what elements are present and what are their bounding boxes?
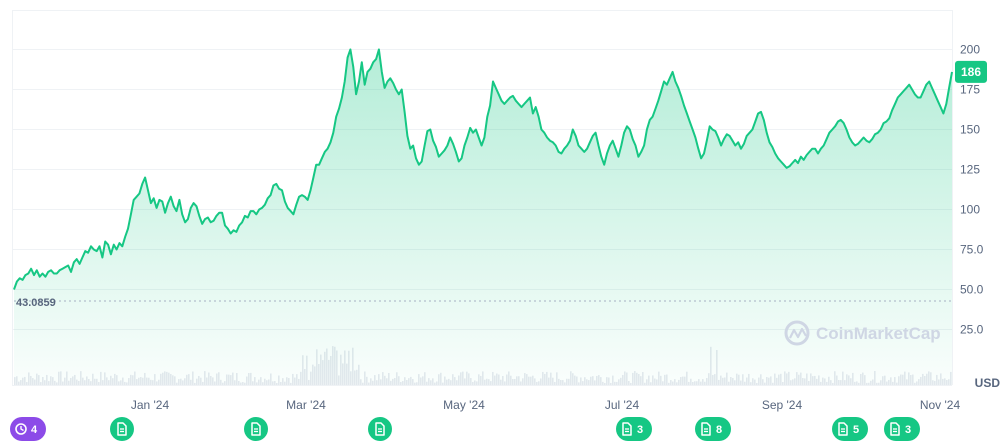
price-area-fill — [14, 49, 952, 385]
watermark: CoinMarketCap — [784, 320, 941, 346]
event-marker-badge[interactable] — [695, 417, 731, 441]
document-icon — [251, 422, 261, 436]
y-tick-label: 100 — [960, 203, 980, 217]
event-marker[interactable] — [368, 417, 392, 441]
current-price-label: 186 — [961, 65, 981, 79]
document-icon — [622, 422, 632, 436]
y-axis: 200 175 150 125 100 75.0 50.0 25.0 — [960, 43, 984, 337]
event-marker[interactable] — [244, 417, 268, 441]
history-icon — [15, 423, 27, 435]
currency-label: USD — [975, 376, 1001, 390]
document-icon-outline — [701, 422, 711, 436]
event-marker-badge[interactable] — [10, 417, 46, 441]
event-marker[interactable]: 8 — [695, 417, 731, 441]
history-icon-ring — [15, 423, 27, 435]
event-marker-badge[interactable] — [884, 417, 920, 441]
event-marker[interactable]: 4 — [10, 417, 46, 441]
x-tick-label: May '24 — [443, 398, 485, 412]
x-axis: Jan '24 Mar '24 May '24 Jul '24 Sep '24 Nov '… — [131, 398, 961, 412]
event-marker-count: 8 — [716, 424, 722, 436]
event-marker[interactable]: 5 — [832, 417, 868, 441]
document-icon-outline — [622, 422, 632, 436]
x-tick-label: Sep '24 — [762, 398, 803, 412]
event-marker-badge[interactable] — [832, 417, 868, 441]
event-markers[interactable]: 4 3 8 5 3 — [10, 417, 920, 441]
event-marker-badge[interactable] — [616, 417, 652, 441]
current-price-badge: 186 — [955, 60, 987, 83]
y-tick-label: 175 — [960, 83, 980, 97]
document-icon-outline — [890, 422, 900, 436]
y-tick-label: 125 — [960, 163, 980, 177]
price-line[interactable] — [13, 48, 953, 290]
event-marker[interactable] — [110, 417, 134, 441]
document-icon — [838, 422, 848, 436]
document-icon-outline — [117, 422, 127, 436]
document-icon-outline — [838, 422, 848, 436]
event-marker-count: 3 — [637, 424, 643, 436]
event-marker-count: 3 — [905, 424, 911, 436]
document-icon-outline — [375, 422, 385, 436]
y-tick-label: 75.0 — [960, 243, 984, 257]
x-tick-label: Nov '24 — [920, 398, 961, 412]
coinmarketcap-logo-icon — [784, 320, 810, 346]
start-price-label: 43.0859 — [16, 297, 56, 309]
event-marker-count: 5 — [853, 424, 859, 436]
document-icon — [890, 422, 900, 436]
event-marker-count: 4 — [31, 424, 38, 436]
history-icon-hand — [20, 426, 24, 432]
document-icon — [701, 422, 711, 436]
x-tick-label: Mar '24 — [286, 398, 326, 412]
document-icon-outline — [251, 422, 261, 436]
event-marker[interactable]: 3 — [616, 417, 652, 441]
x-tick-label: Jul '24 — [605, 398, 640, 412]
document-icon — [117, 422, 127, 436]
y-tick-label: 150 — [960, 123, 980, 137]
event-marker[interactable]: 3 — [884, 417, 920, 441]
document-icon — [375, 422, 385, 436]
y-tick-label: 25.0 — [960, 323, 984, 337]
watermark-text: CoinMarketCap — [816, 324, 941, 343]
x-tick-label: Jan '24 — [131, 398, 170, 412]
y-tick-label: 200 — [960, 43, 980, 57]
y-tick-label: 50.0 — [960, 283, 984, 297]
